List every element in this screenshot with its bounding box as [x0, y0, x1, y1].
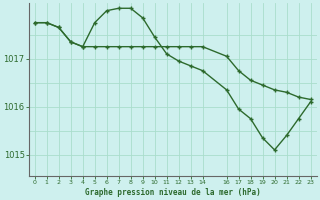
X-axis label: Graphe pression niveau de la mer (hPa): Graphe pression niveau de la mer (hPa) [85, 188, 260, 197]
